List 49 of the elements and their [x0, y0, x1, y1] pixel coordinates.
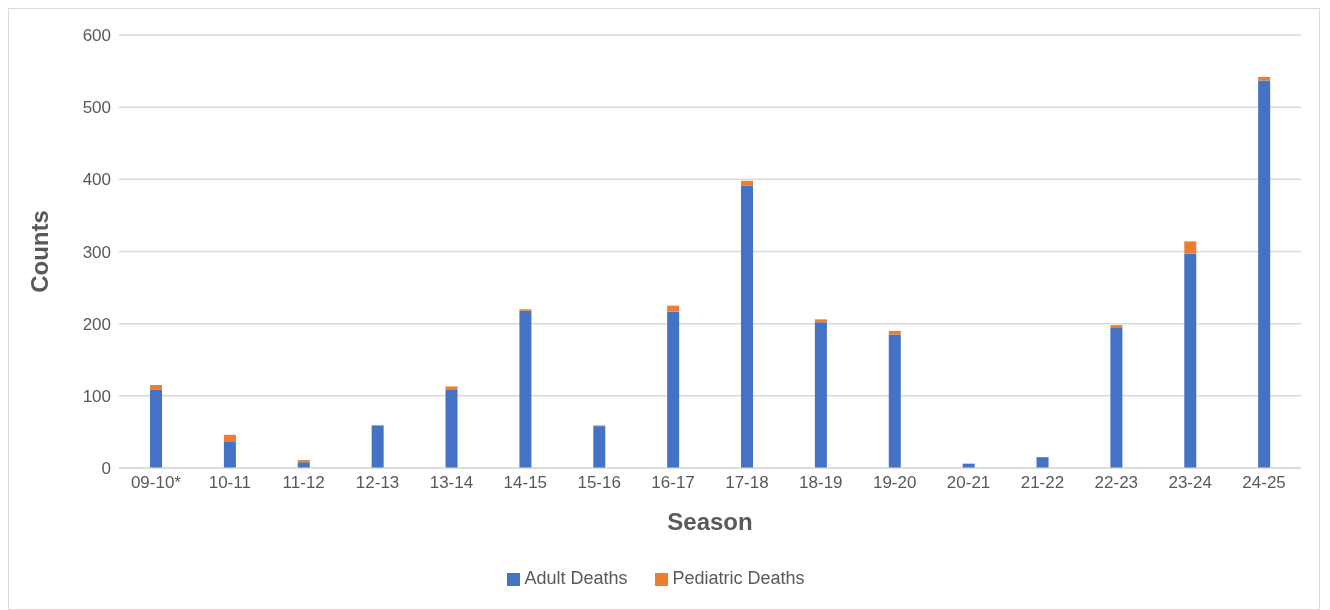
x-tick-label: 13-14 [429, 473, 474, 493]
x-tick-label: 09-10* [130, 473, 182, 493]
y-tick-label: 300 [82, 242, 111, 262]
x-tick-label: 20-21 [946, 473, 991, 493]
bar [741, 180, 754, 186]
x-axis-title: Season [667, 508, 753, 535]
x-tick-label: 11-12 [282, 473, 325, 493]
x-tick-label: 14-15 [503, 473, 548, 493]
x-tick-label: 16-17 [651, 473, 695, 493]
bar [371, 425, 384, 468]
y-tick-label: 500 [82, 98, 111, 118]
x-tick-label: 18-19 [799, 473, 843, 493]
bar [297, 460, 310, 463]
x-tick-label: 21-22 [1020, 473, 1065, 493]
legend-label: Pediatric Deaths [672, 568, 805, 588]
y-tick-label: 200 [82, 314, 111, 334]
bar [814, 319, 827, 323]
x-tick-label: 24-25 [1242, 473, 1286, 493]
bar [814, 322, 827, 468]
bar [519, 310, 532, 468]
x-tick-label: 23-24 [1168, 473, 1212, 493]
bar [223, 434, 236, 443]
bar [150, 385, 163, 391]
bar [1110, 328, 1123, 468]
bar [445, 386, 458, 391]
bar [445, 390, 458, 468]
bar [593, 426, 606, 468]
bar [667, 311, 680, 468]
y-tick-label: 100 [82, 386, 111, 406]
bar [1184, 253, 1197, 468]
x-tick-label: 12-13 [355, 473, 400, 493]
y-axis-title: Counts [25, 210, 53, 293]
y-tick-label: 0 [101, 459, 111, 479]
legend-label: Adult Deaths [524, 568, 628, 588]
x-tick-label: 10-11 [208, 473, 251, 493]
x-tick-label: 22-23 [1094, 473, 1139, 493]
x-tick-label: 15-16 [577, 473, 621, 493]
x-tick-label: 19-20 [872, 473, 917, 493]
bar [150, 390, 163, 468]
y-tick-label: 600 [82, 26, 111, 46]
y-tick-label: 400 [82, 170, 111, 190]
bar [1258, 80, 1271, 468]
bar [888, 334, 901, 468]
bar [223, 442, 236, 468]
bar [1110, 325, 1123, 328]
bar [1184, 241, 1197, 254]
bar [741, 185, 754, 468]
bar [1036, 457, 1049, 468]
x-tick-label: 17-18 [725, 473, 769, 493]
